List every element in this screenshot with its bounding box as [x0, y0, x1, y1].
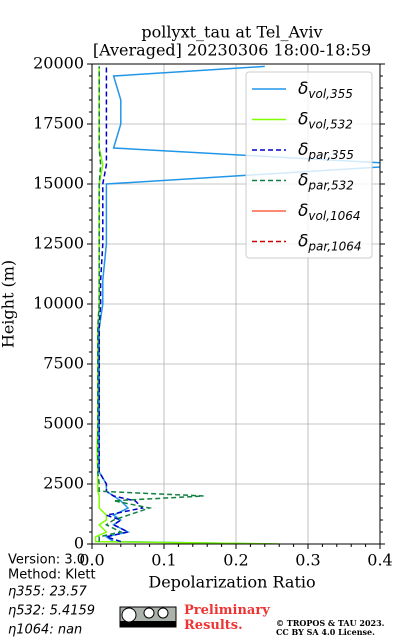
info-eta532: η532: 5.4159: [8, 604, 95, 619]
y-axis-label: Height (m): [0, 260, 18, 348]
y-tick-label: 7500: [43, 354, 84, 373]
x-tick-label: 0.4: [367, 551, 392, 570]
cc-icon: [119, 606, 177, 628]
info-method: Method: Klett: [8, 568, 96, 583]
profile-line: [98, 66, 144, 543]
chart-title: pollyxt_tau at Tel_Aviv: [141, 23, 322, 42]
preliminary-line1: Preliminary Results.: [184, 603, 274, 633]
legend-label: δvol,355: [298, 79, 353, 101]
chart-subtitle: [Averaged] 20230306 18:00-18:59: [93, 41, 371, 60]
legend-label: δpar,1064: [298, 232, 362, 254]
legend-label: δvol,1064: [298, 201, 361, 223]
copyright: © TROPOS & TAU 2023.: [276, 618, 385, 628]
y-tick-label: 2500: [43, 474, 84, 493]
y-tick-label: 10000: [33, 294, 84, 313]
x-tick-label: 0.3: [295, 551, 320, 570]
x-tick-label: 0.2: [223, 551, 248, 570]
info-version: Version: 3.0: [8, 553, 85, 568]
legend-label: δpar,532: [298, 171, 354, 193]
profile-line: [97, 66, 204, 542]
y-tick-label: 15000: [33, 174, 84, 193]
y-tick-label: 20000: [33, 54, 84, 73]
info-eta1064: η1064: nan: [8, 623, 82, 638]
legend-label: δvol,532: [298, 110, 353, 132]
y-tick-label: 0: [74, 534, 84, 553]
x-tick-label: 0.1: [151, 551, 176, 570]
legend-label: δpar,355: [298, 140, 354, 162]
y-tick-label: 12500: [33, 234, 84, 253]
x-axis-label: Depolarization Ratio: [148, 573, 315, 592]
y-tick-label: 5000: [43, 414, 84, 433]
y-tick-label: 17500: [33, 114, 84, 133]
info-eta355: η355: 23.57: [8, 585, 88, 600]
legend: δvol,355 δvol,532 δpar,355 δpar,532 δvol,106…: [245, 71, 373, 259]
info: Version: 3.0 Method: Klett η355: 23.57 η…: [8, 553, 96, 638]
license: CC BY SA 4.0 License.: [276, 627, 375, 637]
ticks: 0.0 0.1 0.2 0.3 0.4 0 2500 5000 7500 10000 12500 15…: [33, 54, 393, 570]
x-tick-label: 0.0: [79, 551, 104, 570]
